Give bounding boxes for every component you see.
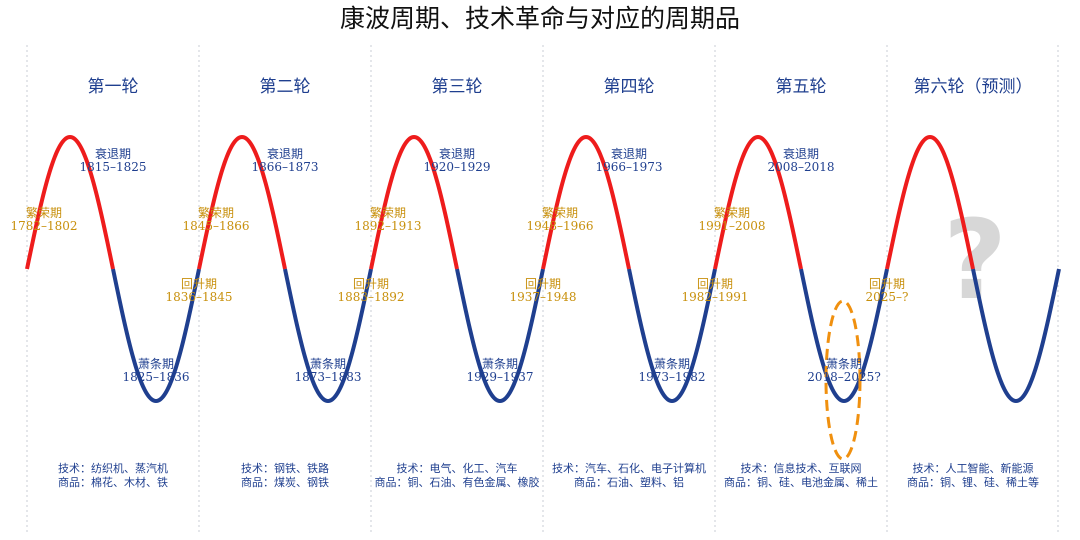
goods-text: 商品：煤炭、钢铁 bbox=[241, 475, 329, 489]
recovery-years: 1836–1845 bbox=[165, 290, 232, 304]
recovery-years: 1982–1991 bbox=[681, 290, 748, 304]
round-1: 第一轮 繁荣期 1782–1802 衰退期 1815–1825 萧条期 1825… bbox=[10, 77, 232, 489]
round-title: 第一轮 bbox=[88, 77, 139, 97]
recovery-years: 1937–1948 bbox=[509, 290, 576, 304]
wave-upswing-segment bbox=[25, 134, 115, 270]
goods-text: 商品：棉花、木材、铁 bbox=[58, 475, 168, 489]
round-title: 第三轮 bbox=[432, 77, 483, 97]
round-3: 第三轮 繁荣期 1892–1913 衰退期 1920–1929 萧条期 1929… bbox=[354, 77, 576, 489]
wave-downswing-segment bbox=[111, 268, 201, 404]
goods-text: 商品：石油、塑料、铝 bbox=[574, 475, 684, 489]
tech-text: 技术：纺织机、蒸汽机 bbox=[58, 461, 168, 475]
recovery-label: 回升期 bbox=[353, 277, 389, 291]
depression-years: 1973–1982 bbox=[638, 370, 705, 384]
wave-upswing-segment bbox=[885, 134, 975, 270]
prosperity-label: 繁荣期 bbox=[714, 205, 750, 220]
decline-years: 1815–1825 bbox=[79, 160, 146, 174]
decline-years: 2008–2018 bbox=[767, 160, 834, 174]
round-4: 第四轮 繁荣期 1948–1966 衰退期 1966–1973 萧条期 1973… bbox=[526, 77, 748, 489]
tech-text: 技术：信息技术、互联网 bbox=[741, 461, 862, 475]
recovery-years: 1883–1892 bbox=[337, 290, 404, 304]
decline-label: 衰退期 bbox=[611, 146, 647, 161]
tech-text: 技术：电气、化工、汽车 bbox=[397, 461, 518, 475]
prosperity-label: 繁荣期 bbox=[370, 205, 406, 220]
decline-label: 衰退期 bbox=[95, 146, 131, 161]
tech-text: 技术：人工智能、新能源 bbox=[913, 461, 1034, 475]
tech-text: 技术：汽车、石化、电子计算机 bbox=[552, 461, 706, 475]
round-2: 第二轮 繁荣期 1845–1866 衰退期 1866–1873 萧条期 1873… bbox=[182, 77, 404, 489]
prosperity-years: 1991–2008 bbox=[698, 219, 765, 233]
question-mark-icon: ? bbox=[943, 196, 1007, 324]
prosperity-label: 繁荣期 bbox=[198, 205, 234, 220]
decline-label: 衰退期 bbox=[783, 146, 819, 161]
recovery-label: 回升期 bbox=[525, 277, 561, 291]
depression-years: 1873–1883 bbox=[294, 370, 361, 384]
prosperity-years: 1892–1913 bbox=[354, 219, 421, 233]
wave-downswing-segment bbox=[283, 268, 373, 404]
current-position-highlight bbox=[824, 299, 862, 461]
depression-label: 萧条期 bbox=[826, 357, 862, 371]
decline-label: 衰退期 bbox=[439, 146, 475, 161]
diagram-title: 康波周期、技术革命与对应的周期品 bbox=[340, 4, 740, 33]
round-title: 第四轮 bbox=[604, 77, 655, 97]
recovery-label: 回升期 bbox=[869, 277, 905, 291]
wave-layer bbox=[25, 134, 1061, 404]
round-6: 第六轮（预测） 技术：人工智能、新能源 商品：铜、锂、硅、稀土等 bbox=[907, 77, 1039, 489]
goods-text: 商品：铜、锂、硅、稀土等 bbox=[907, 475, 1039, 489]
prosperity-years: 1782–1802 bbox=[10, 219, 77, 233]
wave-downswing-segment bbox=[627, 268, 717, 404]
depression-label: 萧条期 bbox=[482, 357, 518, 371]
wave-upswing-segment bbox=[197, 134, 287, 270]
depression-years: 1929–1937 bbox=[466, 370, 533, 384]
round-title: 第五轮 bbox=[776, 77, 827, 97]
depression-label: 萧条期 bbox=[138, 357, 174, 371]
wave-upswing-segment bbox=[713, 134, 803, 270]
recovery-years: 2025–? bbox=[866, 290, 909, 304]
prosperity-label: 繁荣期 bbox=[542, 205, 578, 220]
decline-years: 1866–1873 bbox=[251, 160, 318, 174]
depression-label: 萧条期 bbox=[310, 357, 346, 371]
goods-text: 商品：铜、石油、有色金属、橡胶 bbox=[375, 475, 540, 489]
goods-text: 商品：铜、硅、电池金属、稀土 bbox=[724, 475, 878, 489]
depression-label: 萧条期 bbox=[654, 357, 690, 371]
column-dividers bbox=[26, 45, 1059, 532]
decline-years: 1920–1929 bbox=[423, 160, 490, 174]
recovery-label: 回升期 bbox=[181, 277, 217, 291]
tech-text: 技术：钢铁、铁路 bbox=[241, 462, 329, 475]
wave-downswing-segment bbox=[455, 268, 545, 404]
decline-years: 1966–1973 bbox=[595, 160, 662, 174]
depression-years: 2018–2025? bbox=[807, 370, 881, 384]
recovery-label: 回升期 bbox=[697, 277, 733, 291]
wave-downswing-segment bbox=[799, 268, 889, 404]
wave-downswing-segment bbox=[971, 268, 1061, 404]
round-title: 第二轮 bbox=[260, 77, 311, 97]
round-5: 第五轮 繁荣期 1991–2008 衰退期 2008–2018 萧条期 2018… bbox=[698, 77, 908, 489]
depression-years: 1825–1836 bbox=[122, 370, 189, 384]
wave-upswing-segment bbox=[541, 134, 631, 270]
decline-label: 衰退期 bbox=[267, 146, 303, 161]
round-title: 第六轮（预测） bbox=[914, 77, 1033, 97]
prosperity-label: 繁荣期 bbox=[26, 205, 62, 220]
wave-upswing-segment bbox=[369, 134, 459, 270]
prosperity-years: 1845–1866 bbox=[182, 219, 249, 233]
prosperity-years: 1948–1966 bbox=[526, 219, 593, 233]
